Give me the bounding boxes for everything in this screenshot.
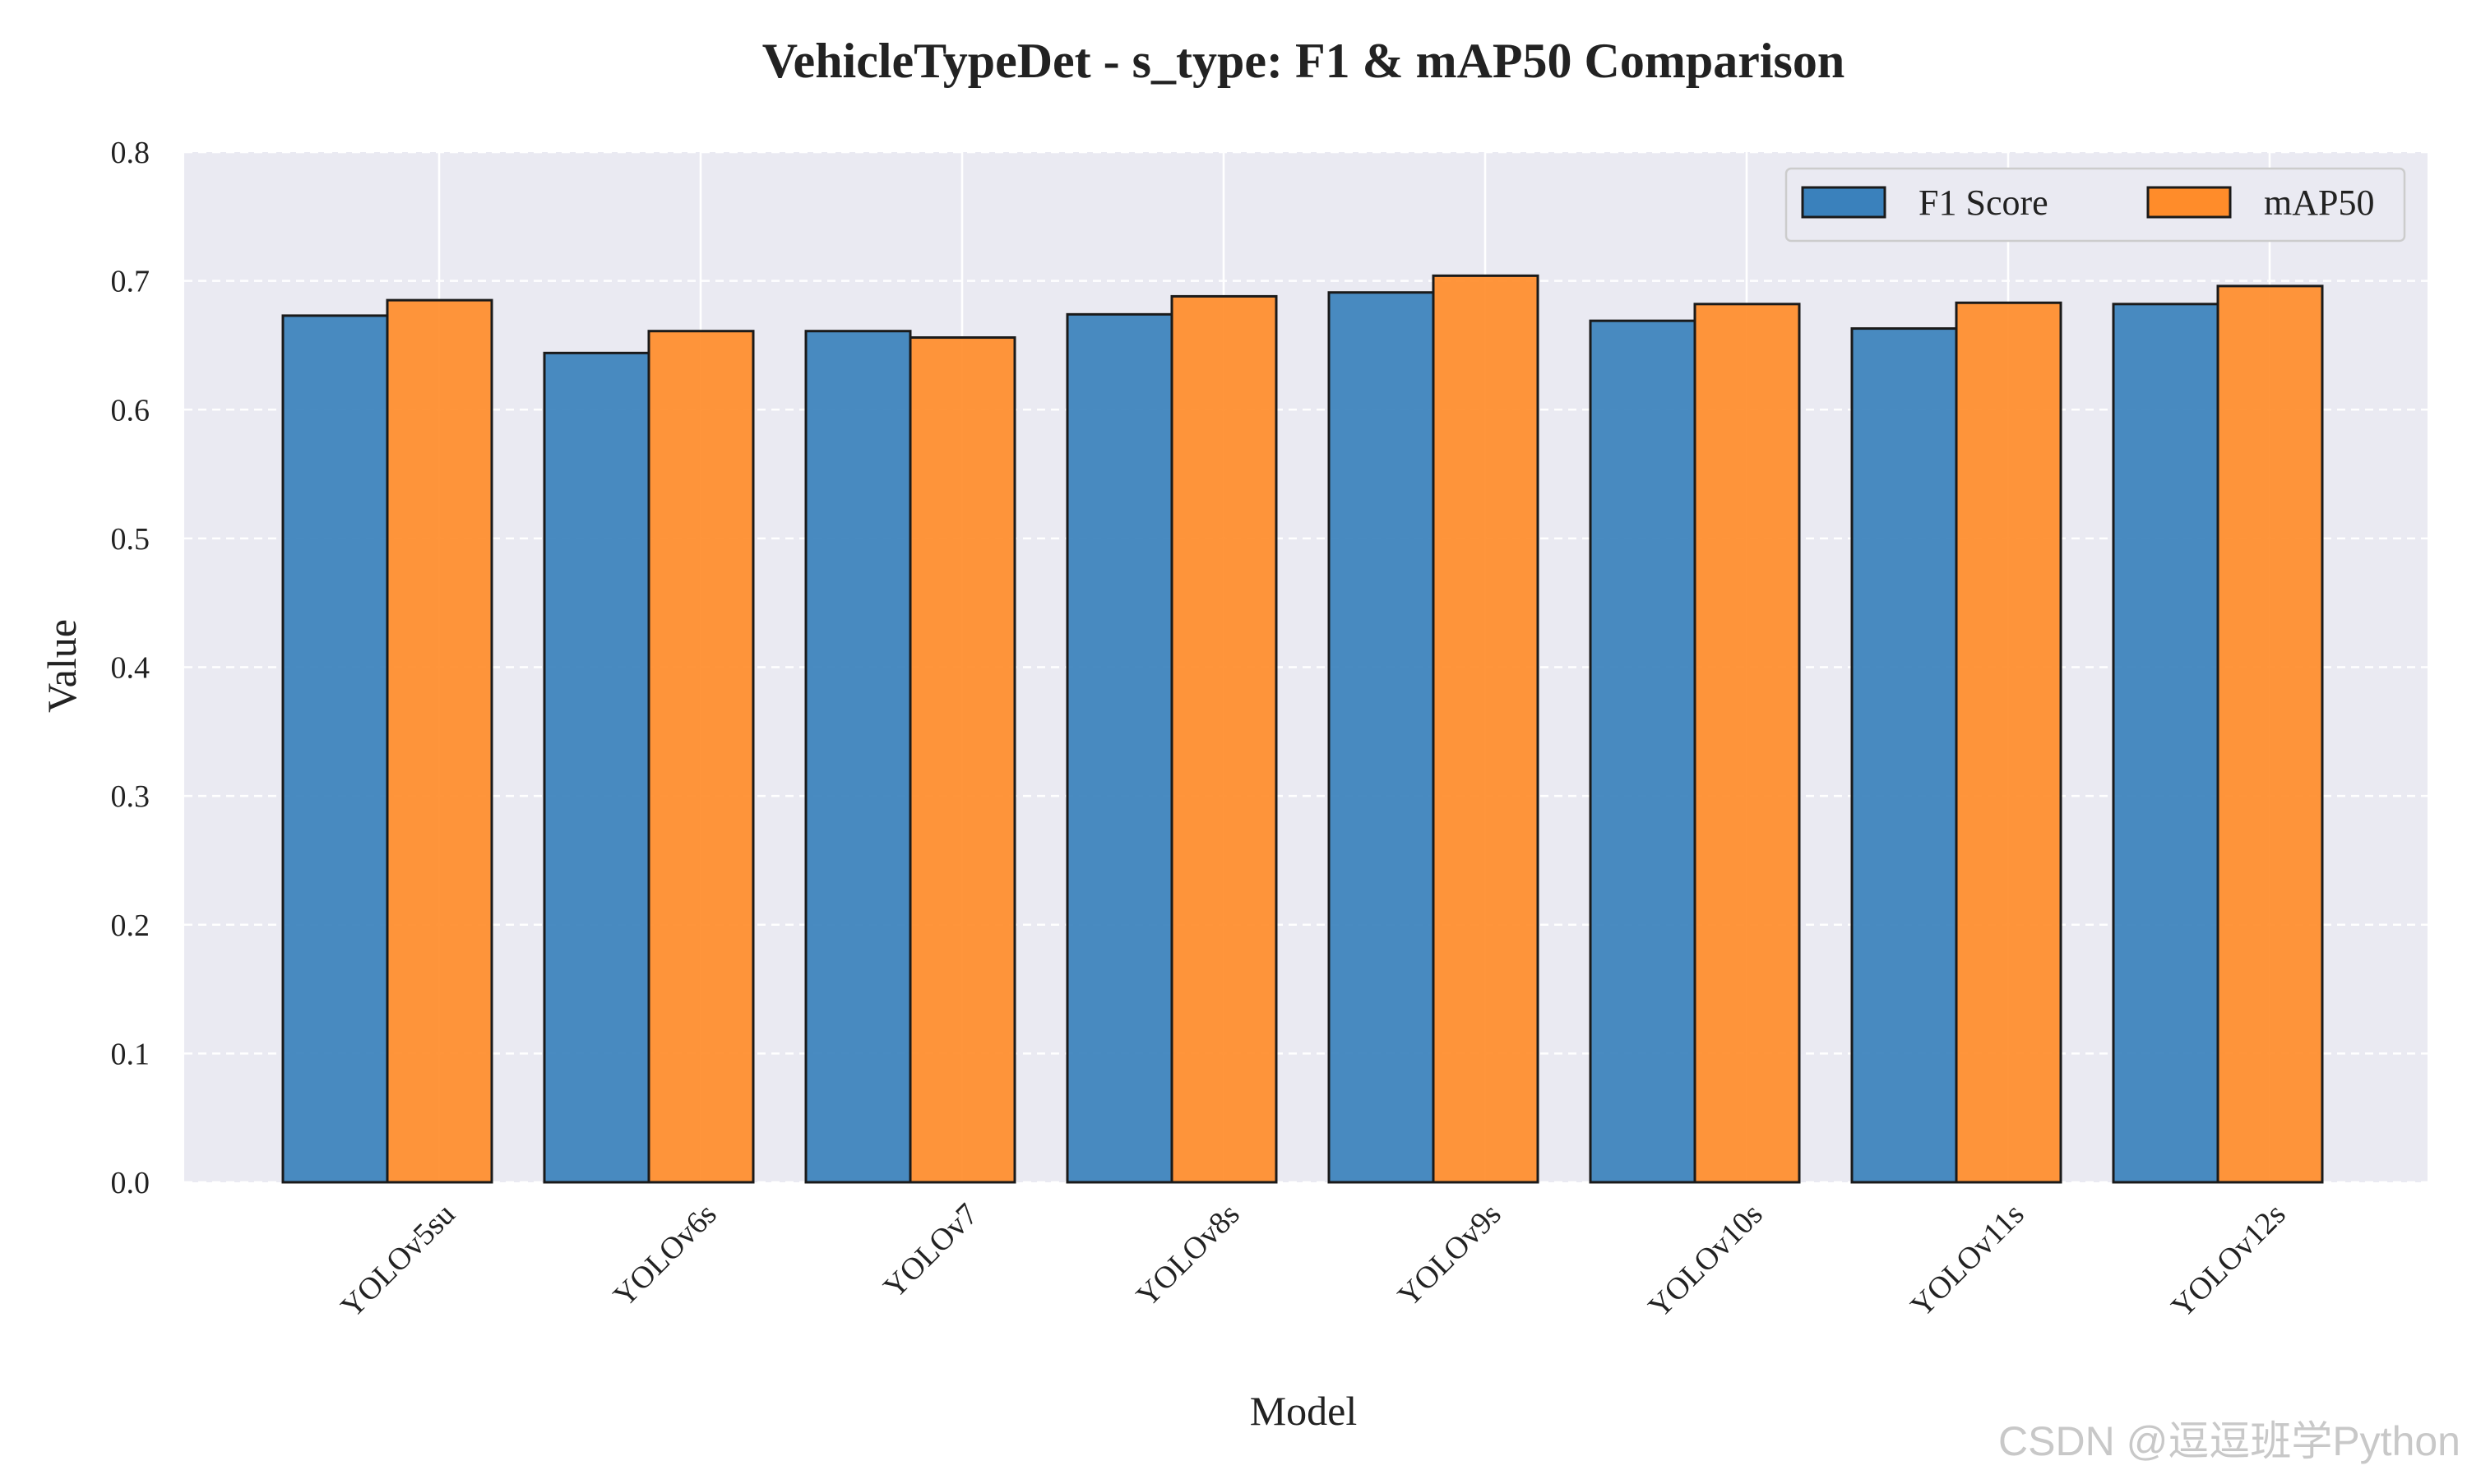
bar-map50-yolov8s bbox=[1170, 294, 1278, 1184]
watermark: CSDN @逗逗班学Python bbox=[1998, 1418, 2460, 1464]
x-tick-label: YOLOv11s bbox=[1904, 1197, 2030, 1324]
y-tick-label: 0.7 bbox=[111, 265, 150, 299]
x-tick-labels: YOLOv5su YOLOv6s YOLOv7 YOLOv8s YOLOv9s YOLOv… bbox=[334, 1197, 2292, 1325]
bar-map50-yolov11s bbox=[1955, 301, 2062, 1184]
x-tick-label: YOLOv5su bbox=[334, 1197, 461, 1325]
x-tick-label: YOLOv8s bbox=[1130, 1197, 1247, 1314]
x-tick-label: YOLOv10s bbox=[1641, 1197, 1769, 1325]
bar-map50-yolov9s bbox=[1432, 274, 1539, 1184]
legend-swatch bbox=[2146, 186, 2232, 219]
legend-frame bbox=[1784, 167, 2406, 243]
legend-swatch bbox=[1801, 186, 1886, 219]
y-tick-label: 0.4 bbox=[111, 651, 150, 686]
x-tick-label: YOLOv12s bbox=[2164, 1197, 2292, 1325]
x-tick-label: YOLOv6s bbox=[607, 1197, 724, 1314]
bar-f1-score-yolov12s bbox=[2112, 303, 2219, 1184]
x-axis-label: Model bbox=[1250, 1388, 1358, 1434]
y-tick-label: 0.1 bbox=[111, 1037, 150, 1071]
bars bbox=[281, 274, 2324, 1184]
y-tick-label: 0.3 bbox=[111, 779, 150, 814]
bar-f1-score-yolov10s bbox=[1589, 319, 1696, 1184]
bar-f1-score-yolov8s bbox=[1066, 312, 1173, 1184]
y-gridlines bbox=[184, 150, 2428, 1184]
bar-map50-yolov5su bbox=[386, 298, 493, 1184]
bar-f1-score-yolov5su bbox=[281, 314, 389, 1184]
y-tick-label: 0.5 bbox=[111, 522, 150, 557]
bar-f1-score-yolov6s bbox=[543, 351, 650, 1184]
bar-map50-yolov6s bbox=[647, 330, 755, 1184]
y-tick-label: 0.2 bbox=[111, 908, 150, 943]
y-tick-labels: 0.0 0.1 0.2 0.3 0.4 0.5 0.6 0.7 0.8 bbox=[111, 136, 150, 1200]
bar-f1-score-yolov9s bbox=[1327, 291, 1435, 1184]
bar-map50-yolov7 bbox=[909, 336, 1016, 1184]
legend: F1 Score mAP50 bbox=[1784, 167, 2406, 243]
x-tick-label: YOLOv9s bbox=[1391, 1197, 1508, 1314]
bar-f1-score-yolov7 bbox=[804, 330, 912, 1184]
legend-label: F1 Score bbox=[1919, 183, 2048, 223]
y-tick-label: 0.0 bbox=[111, 1166, 150, 1200]
bar-map50-yolov10s bbox=[1693, 303, 1801, 1184]
legend-label: mAP50 bbox=[2264, 183, 2374, 223]
x-tick-label: YOLOv7 bbox=[877, 1197, 984, 1305]
y-axis-label: Value bbox=[39, 619, 85, 713]
y-tick-label: 0.8 bbox=[111, 136, 150, 170]
y-tick-label: 0.6 bbox=[111, 393, 150, 428]
bar-map50-yolov12s bbox=[2216, 284, 2324, 1184]
chart-title: VehicleTypeDet - s_type: F1 & mAP50 Comp… bbox=[762, 34, 1845, 88]
bar-f1-score-yolov11s bbox=[1850, 327, 1958, 1184]
